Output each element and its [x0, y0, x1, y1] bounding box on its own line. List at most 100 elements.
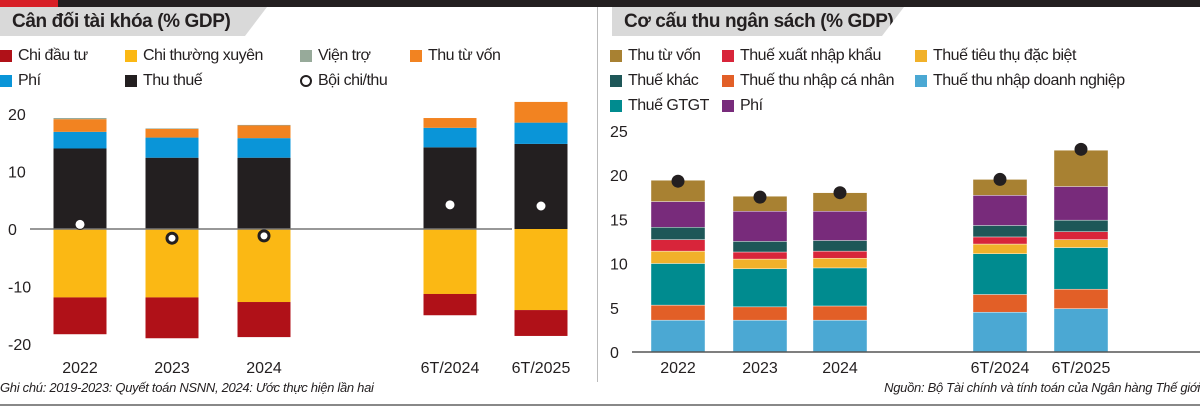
bar-segment-Viện-trợ — [145, 128, 199, 129]
legend-label: Thuế tiêu thụ đặc biệt — [933, 47, 1076, 64]
x-tick-label: 2022 — [660, 360, 696, 377]
legend-item: Thuế thu nhập doanh nghiệp — [915, 72, 1125, 90]
total-marker — [833, 186, 847, 200]
x-tick-label: 2024 — [822, 360, 858, 377]
legend-item: Thu từ vốn — [410, 47, 501, 65]
bar-segment-Phí — [53, 131, 107, 149]
left-note: Ghi chú: 2019-2023: Quyết toán NSNN, 202… — [0, 380, 374, 395]
legend-swatch — [610, 75, 622, 87]
x-tick-label: 2023 — [154, 360, 190, 377]
bar-segment-Thuế-tiêu-thụ-đặc-biệt — [812, 257, 868, 269]
y-tick-label: 0 — [610, 345, 619, 362]
bar-segment-Thu-thuế — [53, 148, 107, 229]
legend-item: Phí — [0, 72, 41, 90]
bar-segment-Phí — [972, 195, 1028, 226]
balance-marker — [165, 231, 179, 245]
x-tick-label: 6T/2025 — [512, 360, 571, 377]
y-tick-label: 20 — [8, 107, 26, 124]
legend-swatch — [0, 75, 12, 87]
legend-label: Thuế thu nhập doanh nghiệp — [933, 72, 1125, 89]
legend-label: Viện trợ — [318, 47, 371, 64]
legend-item: Thuế thu nhập cá nhân — [722, 72, 895, 90]
legend-item: Thu thuế — [125, 72, 203, 90]
bar-segment-Thuế-GTGT — [812, 267, 868, 307]
bar-segment-Chi-đầu-tư — [145, 297, 199, 339]
bar-segment-Thuế-thu-nhập-cá-nhân — [972, 294, 1028, 313]
bar-segment-Viện-trợ — [237, 124, 291, 126]
x-tick-label: 2023 — [742, 360, 778, 377]
legend-item: Bội chi/thu — [300, 72, 388, 90]
bar-segment-Thuế-thu-nhập-cá-nhân — [650, 304, 706, 321]
bar-segment-Phí — [145, 137, 199, 158]
legend-label: Phí — [18, 72, 41, 89]
legend-item: Phí — [722, 97, 763, 115]
right-legend: Thu từ vốn Thuế xuất nhập khẩu Thuế tiêu t… — [610, 47, 1200, 122]
bar-segment-Thuế-khác — [732, 241, 788, 253]
bar-segment-Phí — [650, 201, 706, 228]
legend-swatch — [610, 50, 622, 62]
x-tick-label: 2022 — [62, 360, 98, 377]
legend-label: Thu từ vốn — [628, 47, 701, 64]
bottom-rule — [0, 404, 1200, 406]
bar-segment-Thuế-tiêu-thụ-đặc-biệt — [650, 250, 706, 264]
bar-segment-Thuế-xuất-nhập-khẩu — [1053, 231, 1109, 240]
legend-label: Thuế xuất nhập khẩu — [740, 47, 881, 64]
bar-segment-Thuế-xuất-nhập-khẩu — [732, 251, 788, 260]
bar-segment-Viện-trợ — [53, 118, 107, 120]
bar-segment-Phí — [514, 122, 568, 144]
right-chart-title: Cơ cấu thu ngân sách (% GDP) — [612, 7, 904, 36]
y-tick-label: 20 — [610, 168, 628, 185]
balance-marker — [444, 199, 456, 211]
total-marker — [993, 172, 1007, 186]
y-tick-label: 10 — [8, 165, 26, 182]
bar-segment-Phí — [237, 138, 291, 158]
bar-segment-Phí — [732, 211, 788, 242]
bar-segment-Thuế-thu-nhập-doanh-nghiệp — [812, 319, 868, 353]
bar-segment-Chi-đầu-tư — [53, 297, 107, 335]
legend-item: Thuế khác — [610, 72, 699, 90]
bar-segment-Thuế-xuất-nhập-khẩu — [972, 236, 1028, 245]
bar-segment-Phí — [1053, 186, 1109, 221]
bar-segment-Thu-từ-vốn — [1053, 150, 1109, 187]
left-chart-title: Cân đối tài khóa (% GDP) — [0, 7, 267, 36]
top-bar — [0, 0, 1200, 7]
bar-segment-Thu-từ-vốn — [53, 119, 107, 132]
legend-item: Thu từ vốn — [610, 47, 701, 65]
legend-swatch — [722, 50, 734, 62]
legend-item: Chi đầu tư — [0, 47, 88, 65]
y-tick-label: 15 — [610, 212, 628, 229]
right-chart: 25 20 15 10 5 0 2022 2023 2024 6T/2024 6T/2025 — [610, 124, 1200, 377]
bar-segment-Thuế-thu-nhập-doanh-nghiệp — [1053, 308, 1109, 353]
bar-segment-Chi-đầu-tư — [237, 302, 291, 338]
legend-swatch — [410, 50, 422, 62]
circle-marker-icon — [300, 75, 312, 87]
bar-segment-Thu-từ-vốn — [423, 118, 477, 128]
bar-segment-Thu-từ-vốn — [145, 128, 199, 138]
bar-segment-Thuế-thu-nhập-cá-nhân — [1053, 288, 1109, 309]
legend-swatch — [915, 50, 927, 62]
bar-segment-Phí — [423, 127, 477, 148]
total-marker — [671, 174, 685, 188]
bar-segment-Thuế-thu-nhập-cá-nhân — [732, 306, 788, 321]
bar-segment-Thu-thuế — [423, 147, 477, 229]
legend-swatch — [125, 75, 137, 87]
bar-segment-Chi-đầu-tư — [514, 310, 568, 336]
y-tick-label: 25 — [610, 124, 628, 141]
legend-label: Phí — [740, 97, 763, 114]
y-tick-label: 5 — [610, 301, 619, 318]
legend-item: Chi thường xuyên — [125, 47, 263, 65]
legend-swatch — [125, 50, 137, 62]
legend-swatch — [300, 50, 312, 62]
bar-segment-Thu-thuế — [237, 157, 291, 229]
bar-segment-Thuế-GTGT — [972, 253, 1028, 295]
bar-segment-Thu-thuế — [145, 157, 199, 229]
legend-swatch — [0, 50, 12, 62]
legend-swatch — [722, 75, 734, 87]
bar-segment-Thuế-tiêu-thụ-đặc-biệt — [972, 243, 1028, 254]
legend-label: Thuế thu nhập cá nhân — [740, 72, 895, 89]
bar-segment-Chi-thường-xuyên — [514, 229, 568, 311]
x-tick-label: 2024 — [246, 360, 282, 377]
bar-segment-Chi-thường-xuyên — [423, 229, 477, 294]
legend-label: Chi đầu tư — [18, 47, 88, 64]
legend-label: Thuế khác — [628, 72, 699, 89]
